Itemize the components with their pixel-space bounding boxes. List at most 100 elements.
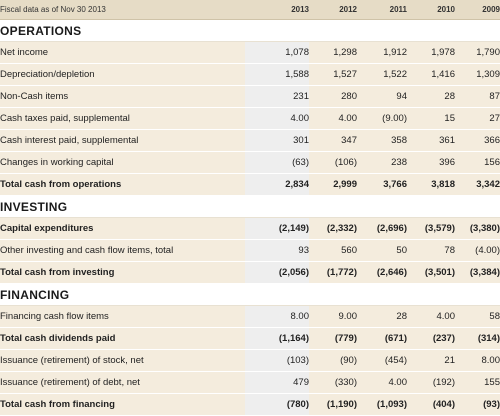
- value-cell-2010: 78: [407, 239, 455, 262]
- value-cell-2013: (2,149): [245, 217, 309, 240]
- value-cell-2009: 87: [455, 85, 500, 108]
- value-cell-2009: (3,380): [455, 217, 500, 240]
- value-cell-2013: 2,834: [245, 173, 309, 196]
- value-cell-2012: 347: [309, 129, 357, 152]
- value-cell-2010: 21: [407, 349, 455, 372]
- value-cell-2011: (2,646): [357, 261, 407, 284]
- value-cell-2009: 155: [455, 371, 500, 394]
- value-cell-2010: (192): [407, 371, 455, 394]
- value-cell-2012: (106): [309, 151, 357, 174]
- value-cell-2009: 156: [455, 151, 500, 174]
- row-label: Total cash from operations: [0, 173, 245, 196]
- value-cell-2011: (9.00): [357, 107, 407, 130]
- value-cell-2011: 94: [357, 85, 407, 108]
- section-title: FINANCING: [0, 283, 500, 306]
- row-label: Total cash from investing: [0, 261, 245, 284]
- value-cell-2012: 9.00: [309, 305, 357, 328]
- row-label: Cash taxes paid, supplemental: [0, 107, 245, 130]
- value-cell-2010: (404): [407, 393, 455, 416]
- row-label: Issuance (retirement) of stock, net: [0, 349, 245, 372]
- value-cell-2009: 27: [455, 107, 500, 130]
- value-cell-2010: 1,978: [407, 41, 455, 64]
- table-header-row: Fiscal data as of Nov 30 2013 2013 2012 …: [0, 0, 500, 20]
- value-cell-2012: 1,527: [309, 63, 357, 86]
- value-cell-2011: 1,522: [357, 63, 407, 86]
- section-header-financing: FINANCING: [0, 283, 500, 306]
- value-cell-2013: 231: [245, 85, 309, 108]
- value-cell-2011: 1,912: [357, 41, 407, 64]
- table-row: Issuance (retirement) of debt, net 479 (33…: [0, 371, 500, 394]
- value-cell-2012: (2,332): [309, 217, 357, 240]
- value-cell-2011: 4.00: [357, 371, 407, 394]
- table-row: Total cash from operations 2,834 2,999 3,76…: [0, 173, 500, 196]
- value-cell-2010: 15: [407, 107, 455, 130]
- value-cell-2009: 1,309: [455, 63, 500, 86]
- value-cell-2010: 396: [407, 151, 455, 174]
- value-cell-2012: (1,772): [309, 261, 357, 284]
- value-cell-2011: (2,696): [357, 217, 407, 240]
- value-cell-2011: (671): [357, 327, 407, 350]
- year-header-2009: 2009: [455, 0, 500, 20]
- value-cell-2012: 560: [309, 239, 357, 262]
- row-label: Capital expenditures: [0, 217, 245, 240]
- value-cell-2013: 479: [245, 371, 309, 394]
- value-cell-2009: 8.00: [455, 349, 500, 372]
- table-row: Total cash from investing (2,056) (1,772)(…: [0, 261, 500, 284]
- value-cell-2011: 358: [357, 129, 407, 152]
- value-cell-2011: 28: [357, 305, 407, 328]
- value-cell-2010: 4.00: [407, 305, 455, 328]
- value-cell-2010: 1,416: [407, 63, 455, 86]
- value-cell-2013: 93: [245, 239, 309, 262]
- value-cell-2012: 4.00: [309, 107, 357, 130]
- value-cell-2011: (1,093): [357, 393, 407, 416]
- row-label: Cash interest paid, supplemental: [0, 129, 245, 152]
- row-label: Financing cash flow items: [0, 305, 245, 328]
- value-cell-2013: 301: [245, 129, 309, 152]
- section-header-investing: INVESTING: [0, 195, 500, 218]
- table-row: Changes in working capital (63) (106) 238 39…: [0, 151, 500, 174]
- value-cell-2012: (1,190): [309, 393, 357, 416]
- table-row: Cash taxes paid, supplemental 4.00 4.00 (9.…: [0, 107, 500, 130]
- table-row: Net income 1,078 1,298 1,912 1,978 1,790: [0, 41, 500, 64]
- year-header-2013: 2013: [245, 0, 309, 20]
- row-label: Non-Cash items: [0, 85, 245, 108]
- value-cell-2012: (330): [309, 371, 357, 394]
- value-cell-2011: 50: [357, 239, 407, 262]
- value-cell-2011: (454): [357, 349, 407, 372]
- section-title: INVESTING: [0, 195, 500, 218]
- row-label: Total cash dividends paid: [0, 327, 245, 350]
- value-cell-2012: (779): [309, 327, 357, 350]
- value-cell-2013: 8.00: [245, 305, 309, 328]
- year-header-2011: 2011: [357, 0, 407, 20]
- table-row: Other investing and cash flow items, tot…: [0, 239, 500, 262]
- value-cell-2009: (314): [455, 327, 500, 350]
- value-cell-2013: 4.00: [245, 107, 309, 130]
- row-label: Changes in working capital: [0, 151, 245, 174]
- year-header-2010: 2010: [407, 0, 455, 20]
- value-cell-2013: 1,078: [245, 41, 309, 64]
- value-cell-2013: (780): [245, 393, 309, 416]
- table-row: Cash interest paid, supplemental 301 347 35…: [0, 129, 500, 152]
- value-cell-2009: 366: [455, 129, 500, 152]
- value-cell-2010: (237): [407, 327, 455, 350]
- value-cell-2012: (90): [309, 349, 357, 372]
- fiscal-data-label: Fiscal data as of Nov 30 2013: [0, 0, 245, 20]
- value-cell-2010: (3,579): [407, 217, 455, 240]
- value-cell-2009: (4.00): [455, 239, 500, 262]
- row-label: Other investing and cash flow items, tot…: [0, 239, 245, 262]
- value-cell-2011: 238: [357, 151, 407, 174]
- value-cell-2010: (3,501): [407, 261, 455, 284]
- value-cell-2009: 3,342: [455, 173, 500, 196]
- table-row: Financing cash flow items 8.00 9.00 28 4.00 5…: [0, 305, 500, 328]
- table-row: Total cash dividends paid (1,164) (779) (67…: [0, 327, 500, 350]
- row-label: Total cash from financing: [0, 393, 245, 416]
- row-label: Net income: [0, 41, 245, 64]
- value-cell-2013: 1,588: [245, 63, 309, 86]
- value-cell-2010: 28: [407, 85, 455, 108]
- table-row: Total cash from financing (780) (1,190) (1,…: [0, 393, 500, 416]
- row-label: Issuance (retirement) of debt, net: [0, 371, 245, 394]
- value-cell-2011: 3,766: [357, 173, 407, 196]
- value-cell-2012: 2,999: [309, 173, 357, 196]
- row-label: Depreciation/depletion: [0, 63, 245, 86]
